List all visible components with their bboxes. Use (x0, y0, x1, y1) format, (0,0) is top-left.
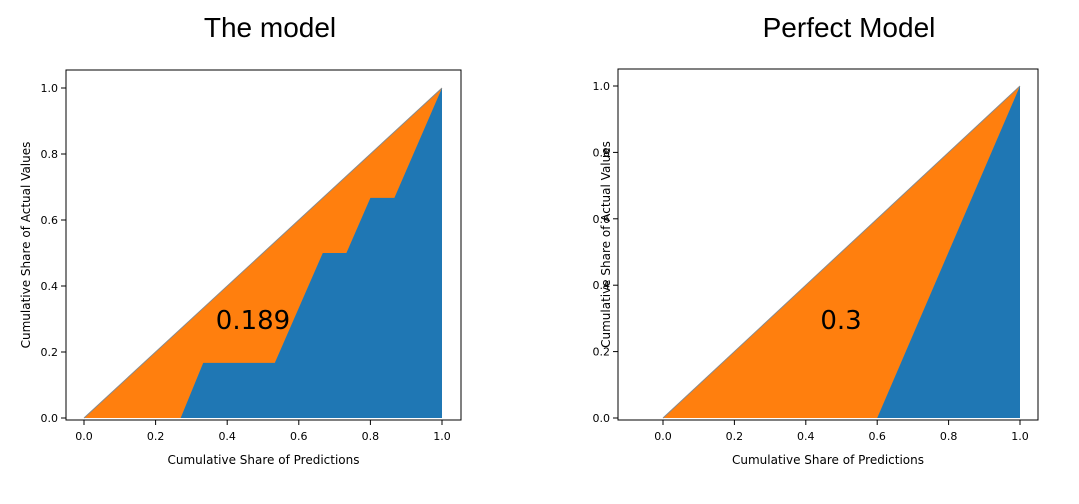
x-tick-label: 0.4 (218, 430, 236, 443)
y-tick-label: 0.4 (593, 279, 611, 292)
chart-title: The model (203, 12, 337, 43)
gini-annotation: 0.189 (216, 306, 290, 336)
chart-panel-model: The model 0.0 0.2 0.4 0.6 0.8 1.0 0.0 0.2 0.4 0.6… (19, 12, 462, 467)
axes-frame (617, 68, 1039, 421)
chart-title: Perfect Model (762, 12, 936, 43)
axes-frame (65, 69, 462, 421)
chart-panel-perfect: Perfect Model 0.0 0.2 0.4 0.6 0.8 1.0 0.0 0.2 0.… (579, 0, 1079, 504)
gini-annotation: 0.3 (820, 306, 861, 336)
y-tick-label: 0.2 (593, 346, 611, 359)
blue-area (180, 88, 442, 418)
diagonal-line (83, 87, 443, 419)
chart-model: 0.0 0.2 0.4 0.6 0.8 1.0 0.0 0.2 0.4 0.6 0.8 1.0 Cumu… (19, 69, 462, 467)
diagonal-line (662, 85, 1021, 419)
x-tick-label: 1.0 (433, 430, 451, 443)
y-axis-label: Cumulative Share of Actual Values (19, 142, 33, 349)
x-tick-label: 0.8 (362, 430, 380, 443)
y-tick-label: 0.6 (593, 213, 611, 226)
y-tick-label: 0.2 (41, 346, 59, 359)
chart-perfect-model: 0.0 0.2 0.4 0.6 0.8 1.0 0.0 0.2 0.4 0.6 0.8 1.0 Cumu… (593, 68, 1039, 467)
y-tick-label: 0.8 (593, 146, 611, 159)
y-tick-label: 0.0 (593, 412, 611, 425)
x-tick-label: 1.0 (1011, 430, 1029, 443)
x-tick-label: 0.6 (868, 430, 886, 443)
x-tick-label: 0.2 (147, 430, 165, 443)
x-axis-label: Cumulative Share of Predictions (168, 453, 360, 467)
y-tick-label: 0.4 (41, 280, 59, 293)
y-tick-label: 1.0 (593, 80, 611, 93)
x-tick-label: 0.6 (290, 430, 308, 443)
x-tick-label: 0.0 (75, 430, 93, 443)
y-tick-label: 0.6 (41, 214, 59, 227)
x-tick-label: 0.2 (726, 430, 744, 443)
x-axis-label: Cumulative Share of Predictions (732, 453, 924, 467)
x-tick-label: 0.0 (654, 430, 672, 443)
y-tick-label: 1.0 (41, 82, 59, 95)
x-tick-label: 0.8 (940, 430, 958, 443)
y-tick-label: 0.0 (41, 412, 59, 425)
y-tick-label: 0.8 (41, 148, 59, 161)
x-tick-label: 0.4 (797, 430, 815, 443)
y-axis-label: Cumulative Share of Actual Values (599, 141, 613, 348)
